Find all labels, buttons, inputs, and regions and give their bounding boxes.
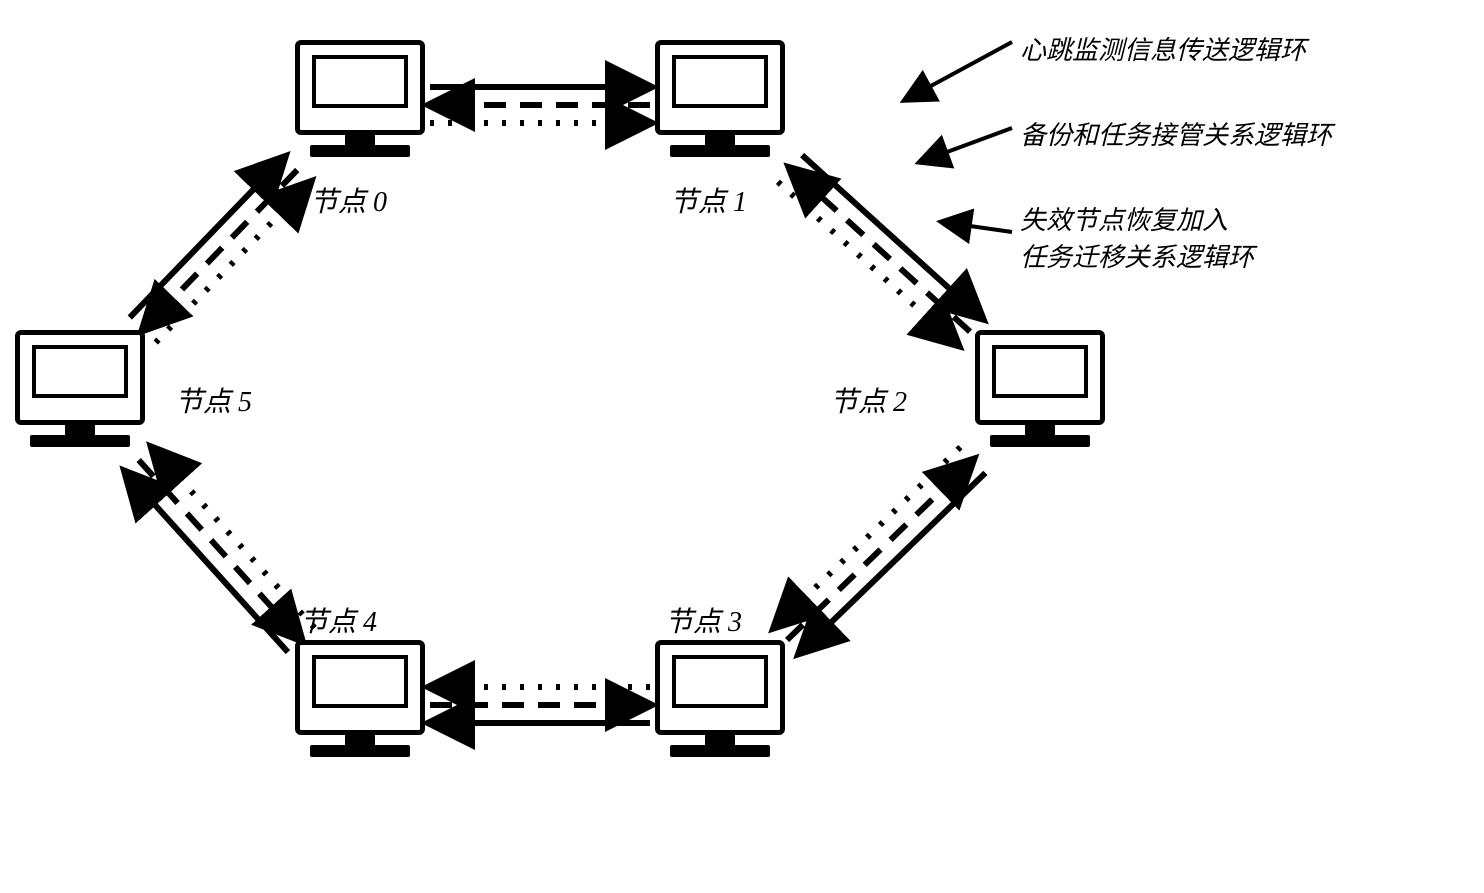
monitor-icon — [975, 330, 1105, 425]
node-label-2: 节点 2 — [830, 380, 907, 420]
legend-pointer-dotted — [942, 222, 1012, 232]
edge-solid-5-0 — [130, 158, 284, 318]
edge-dotted-1-2 — [778, 182, 958, 345]
legend-pointer-solid — [905, 42, 1012, 100]
monitor-stand — [705, 135, 735, 145]
monitor-stand — [345, 735, 375, 745]
legend-solid: 心跳监测信息传送逻辑环 — [1020, 30, 1306, 67]
monitor-base — [990, 435, 1090, 447]
diagram-canvas: 节点 0 节点 1 节点 2 节点 3 节点 4 节点 5 心跳监测信息传送逻辑环备份和任… — [0, 0, 1484, 893]
edge-dotted-5-0 — [156, 183, 311, 343]
monitor-stand — [65, 425, 95, 435]
monitor-base — [310, 145, 410, 157]
edge-dashed-0-5 — [143, 170, 297, 330]
node-label-3: 节点 3 — [665, 600, 742, 640]
legend-dotted: 失效节点恢复加入 任务迁移关系逻辑环 — [1020, 200, 1254, 274]
edge-dotted-2-3 — [775, 447, 961, 627]
monitor-stand — [345, 135, 375, 145]
edge-dashed-5-4 — [139, 460, 302, 640]
monitor-base — [670, 145, 770, 157]
node-label-4: 节点 4 — [300, 600, 377, 640]
node-0 — [290, 40, 430, 160]
node-4 — [290, 640, 430, 760]
node-label-1: 节点 1 — [670, 180, 747, 220]
node-3 — [650, 640, 790, 760]
monitor-icon — [15, 330, 145, 425]
node-2 — [970, 330, 1110, 450]
monitor-base — [670, 745, 770, 757]
node-label-0: 节点 0 — [310, 180, 387, 220]
edge-dashed-3-2 — [787, 460, 973, 640]
monitor-base — [310, 745, 410, 757]
monitor-icon — [655, 40, 785, 135]
monitor-icon — [655, 640, 785, 735]
legend-dashed: 备份和任务接管关系逻辑环 — [1020, 115, 1332, 152]
node-1 — [650, 40, 790, 160]
monitor-stand — [1025, 425, 1055, 435]
monitor-base — [30, 435, 130, 447]
edge-dotted-4-5 — [152, 448, 315, 628]
legend-pointer-dashed — [920, 128, 1012, 162]
edge-solid-4-5 — [125, 472, 288, 652]
monitor-stand — [705, 735, 735, 745]
node-label-5: 节点 5 — [175, 380, 252, 420]
monitor-icon — [295, 640, 425, 735]
edge-dashed-2-1 — [790, 168, 970, 331]
monitor-icon — [295, 40, 425, 135]
node-5 — [10, 330, 150, 450]
edge-solid-1-2 — [802, 155, 982, 318]
edge-solid-2-3 — [800, 473, 986, 653]
